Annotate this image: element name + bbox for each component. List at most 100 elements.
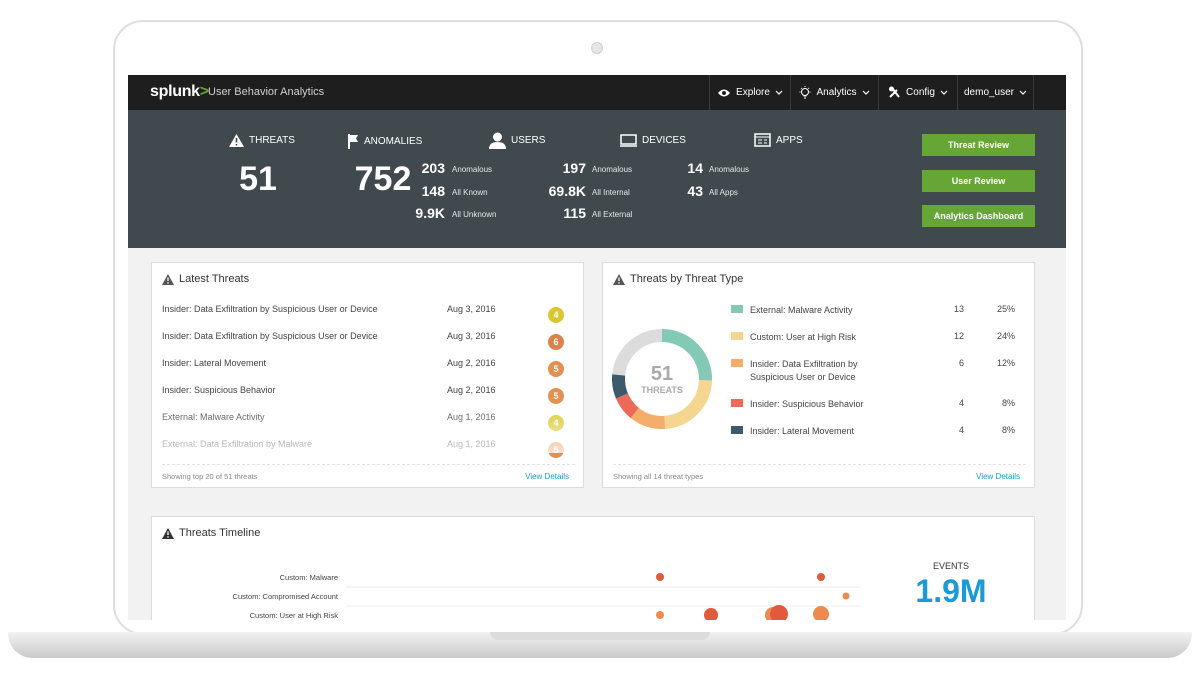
type-count: 6 <box>958 358 964 368</box>
stat-caption: All Internal <box>592 187 630 197</box>
threat-name[interactable]: Insider: Data Exfiltration by Suspicious… <box>162 331 378 341</box>
event-dot <box>656 573 664 581</box>
stat-value: 197 <box>562 160 586 176</box>
menu-label: demo_user <box>963 87 1015 98</box>
title-text: Threats Timeline <box>179 527 261 539</box>
chevron <box>1019 90 1027 95</box>
threat-score: 4 <box>548 307 564 323</box>
stat-label: DEVICES <box>642 135 686 146</box>
events-label: EVENTS <box>932 561 969 571</box>
apps-header: APPS <box>754 133 803 147</box>
threat-types-panel: Threats by Threat Type 51 THREATS Showin… <box>602 262 1035 488</box>
timeline-row-label: Custom: Malware <box>279 573 338 582</box>
stat-value: 69.8K <box>548 182 586 199</box>
warning-icon <box>162 273 174 285</box>
legend-swatch <box>731 426 743 434</box>
menu-label: Config <box>906 87 935 98</box>
chevron <box>862 90 869 95</box>
title-text: Latest Threats <box>179 273 250 285</box>
stat-value: 115 <box>563 205 586 221</box>
timeline-plot <box>346 573 861 620</box>
threat-name[interactable]: Insider: Lateral Movement <box>162 358 267 368</box>
threat-date: Aug 3, 2016 <box>447 331 496 341</box>
type-percent: 24% <box>996 331 1015 341</box>
divider <box>613 464 1026 465</box>
stat-caption: All Known <box>452 187 488 197</box>
tools-icon <box>889 86 900 98</box>
menu-label: Explore <box>736 87 770 98</box>
flag-icon <box>348 134 358 149</box>
timeline-panel: Threats Timeline EVENTS 1.9M Custom: Mal… <box>151 516 1035 620</box>
threat-score: 5 <box>548 388 564 404</box>
menu-user[interactable]: demo_user <box>957 75 1034 110</box>
user-review-button[interactable]: User Review <box>922 170 1035 192</box>
donut-total-label: THREATS <box>641 385 683 395</box>
donut-total: 51 <box>650 363 674 385</box>
legend-swatch <box>731 332 743 340</box>
anomalies-header: ANOMALIES <box>348 134 422 149</box>
divider <box>162 464 575 465</box>
threats-header: THREATS <box>229 134 295 147</box>
stat-value: 148 <box>421 182 445 199</box>
donut-segment <box>612 374 629 399</box>
stat-caption: All Apps <box>709 187 738 197</box>
bulb-icon <box>799 85 811 98</box>
menu-config[interactable]: Config <box>878 75 957 110</box>
stat-label: APPS <box>776 134 803 146</box>
users-header: USERS <box>489 132 545 149</box>
threat-review-button[interactable]: Threat Review <box>922 134 1035 156</box>
legend-swatch <box>731 359 743 367</box>
stat-value: 9.9K <box>415 205 445 221</box>
donut-segment <box>630 407 666 429</box>
legend-name: External: Malware Activity <box>750 305 853 315</box>
eye-icon <box>718 89 731 96</box>
logo[interactable]: splunk> <box>150 83 209 101</box>
donut-segment <box>615 393 640 418</box>
stat-label: THREATS <box>249 135 295 146</box>
stat-caption: All External <box>592 210 633 219</box>
view-details-link[interactable]: View Details <box>976 472 1020 481</box>
threat-name[interactable]: Insider: Suspicious Behavior <box>162 385 276 395</box>
event-dot <box>817 573 825 581</box>
stat-value: 14 <box>687 160 703 176</box>
warning-icon <box>613 273 625 285</box>
user-icon <box>489 132 506 149</box>
type-count: 13 <box>953 304 964 314</box>
event-dot <box>656 611 664 619</box>
threat-name[interactable]: Insider: Data Exfiltration by Suspicious… <box>162 304 378 314</box>
event-dot <box>813 606 829 620</box>
view-details-link[interactable]: View Details <box>525 472 569 481</box>
type-count: 4 <box>958 425 964 435</box>
footer-text: Showing top 20 of 51 threats <box>162 472 258 481</box>
logo-mark: > <box>199 83 209 100</box>
devices-header: DEVICES <box>620 134 686 147</box>
type-percent: 12% <box>996 358 1015 368</box>
menu-explore[interactable]: Explore <box>709 75 790 110</box>
threat-date: Aug 2, 2016 <box>447 358 496 368</box>
threat-date: Aug 2, 2016 <box>447 385 496 395</box>
legend-name: Custom: User at High Risk <box>750 332 857 342</box>
chevron <box>940 90 948 95</box>
laptop-notch <box>490 632 710 640</box>
stat-value: 43 <box>687 182 703 199</box>
event-dot <box>770 605 788 620</box>
camera <box>591 42 603 54</box>
fade-overlay <box>152 403 583 453</box>
legend-name: Insider: Suspicious Behavior <box>750 399 864 409</box>
panel-title: Threats Timeline <box>162 527 260 539</box>
menu-label: Analytics <box>816 87 857 98</box>
type-count: 12 <box>953 331 964 341</box>
warning-icon <box>229 134 244 147</box>
legend-swatch <box>731 399 743 407</box>
menu-analytics[interactable]: Analytics <box>790 75 878 110</box>
timeline-row-label: Custom: User at High Risk <box>249 611 338 620</box>
analytics-dashboard-button[interactable]: Analytics Dashboard <box>922 205 1035 227</box>
donut-segment <box>663 379 712 429</box>
panel-title: Latest Threats <box>162 273 249 285</box>
chevron <box>775 90 783 95</box>
type-percent: 25% <box>996 304 1015 314</box>
logo-text: splunk <box>150 83 200 100</box>
app-icon <box>754 133 771 147</box>
nav-bar: splunk> User Behavior Analytics Explore … <box>128 75 1066 110</box>
